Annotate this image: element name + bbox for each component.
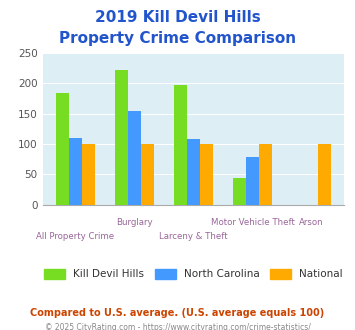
Bar <box>115 70 128 205</box>
Text: Compared to U.S. average. (U.S. average equals 100): Compared to U.S. average. (U.S. average … <box>31 308 324 317</box>
Text: Property Crime Comparison: Property Crime Comparison <box>59 31 296 46</box>
Bar <box>174 85 187 205</box>
Legend: Kill Devil Hills, North Carolina, National: Kill Devil Hills, North Carolina, Nation… <box>40 264 347 284</box>
Text: All Property Crime: All Property Crime <box>37 232 115 241</box>
Bar <box>56 93 69 205</box>
Bar <box>246 157 259 205</box>
Text: Motor Vehicle Theft: Motor Vehicle Theft <box>211 218 294 227</box>
Bar <box>82 144 95 205</box>
Bar <box>200 144 213 205</box>
Text: © 2025 CityRating.com - https://www.cityrating.com/crime-statistics/: © 2025 CityRating.com - https://www.city… <box>45 323 310 330</box>
Text: Larceny & Theft: Larceny & Theft <box>159 232 228 241</box>
Bar <box>128 111 141 205</box>
Text: 2019 Kill Devil Hills: 2019 Kill Devil Hills <box>95 10 260 25</box>
Bar <box>141 144 154 205</box>
Text: Burglary: Burglary <box>116 218 153 227</box>
Bar <box>233 178 246 205</box>
Bar <box>259 144 272 205</box>
Bar <box>318 144 331 205</box>
Bar <box>187 139 200 205</box>
Bar <box>69 138 82 205</box>
Text: Arson: Arson <box>299 218 324 227</box>
